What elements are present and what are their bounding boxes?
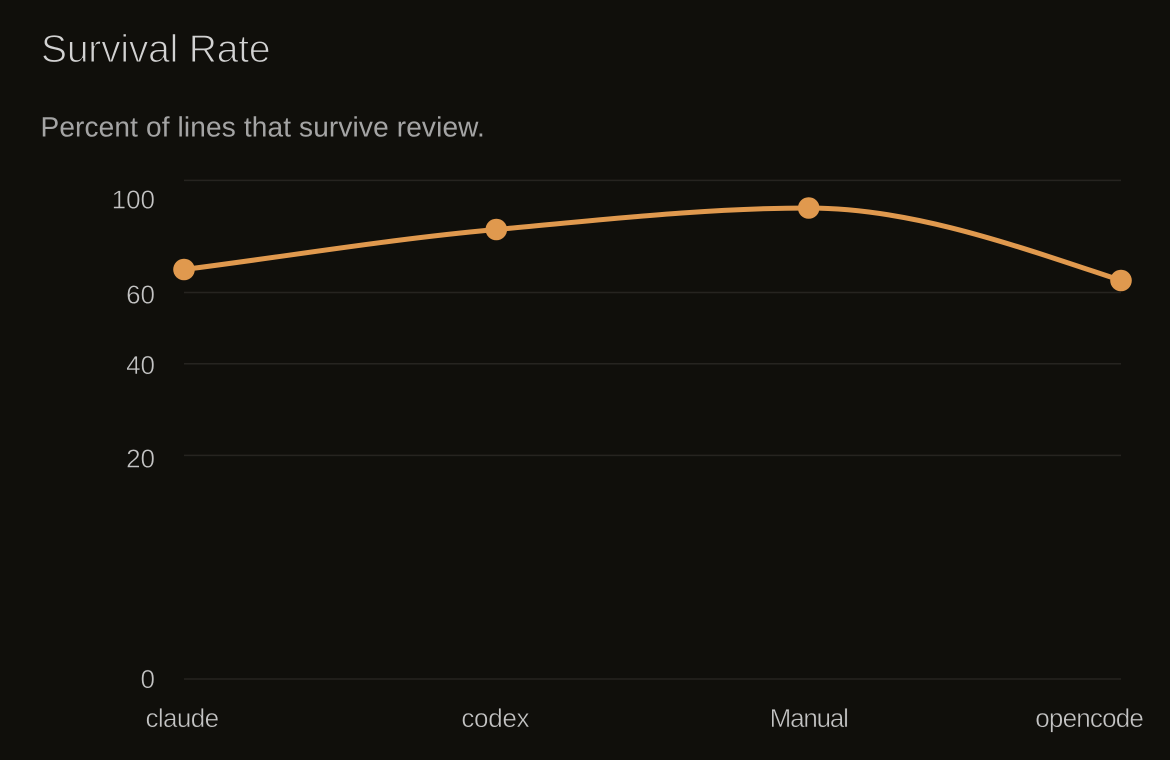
- svg-text:claude: claude: [145, 703, 218, 733]
- svg-text:Survival Rate: Survival Rate: [41, 28, 270, 71]
- svg-text:Percent of lines that survive: Percent of lines that survive review.: [41, 111, 485, 142]
- svg-text:codex: codex: [461, 703, 529, 733]
- svg-text:20: 20: [126, 443, 155, 473]
- svg-text:100: 100: [112, 184, 155, 214]
- svg-text:60: 60: [126, 279, 155, 309]
- svg-text:opencode: opencode: [1035, 703, 1143, 733]
- svg-text:40: 40: [126, 350, 155, 380]
- svg-text:Manual: Manual: [770, 703, 848, 733]
- svg-text:0: 0: [141, 664, 155, 694]
